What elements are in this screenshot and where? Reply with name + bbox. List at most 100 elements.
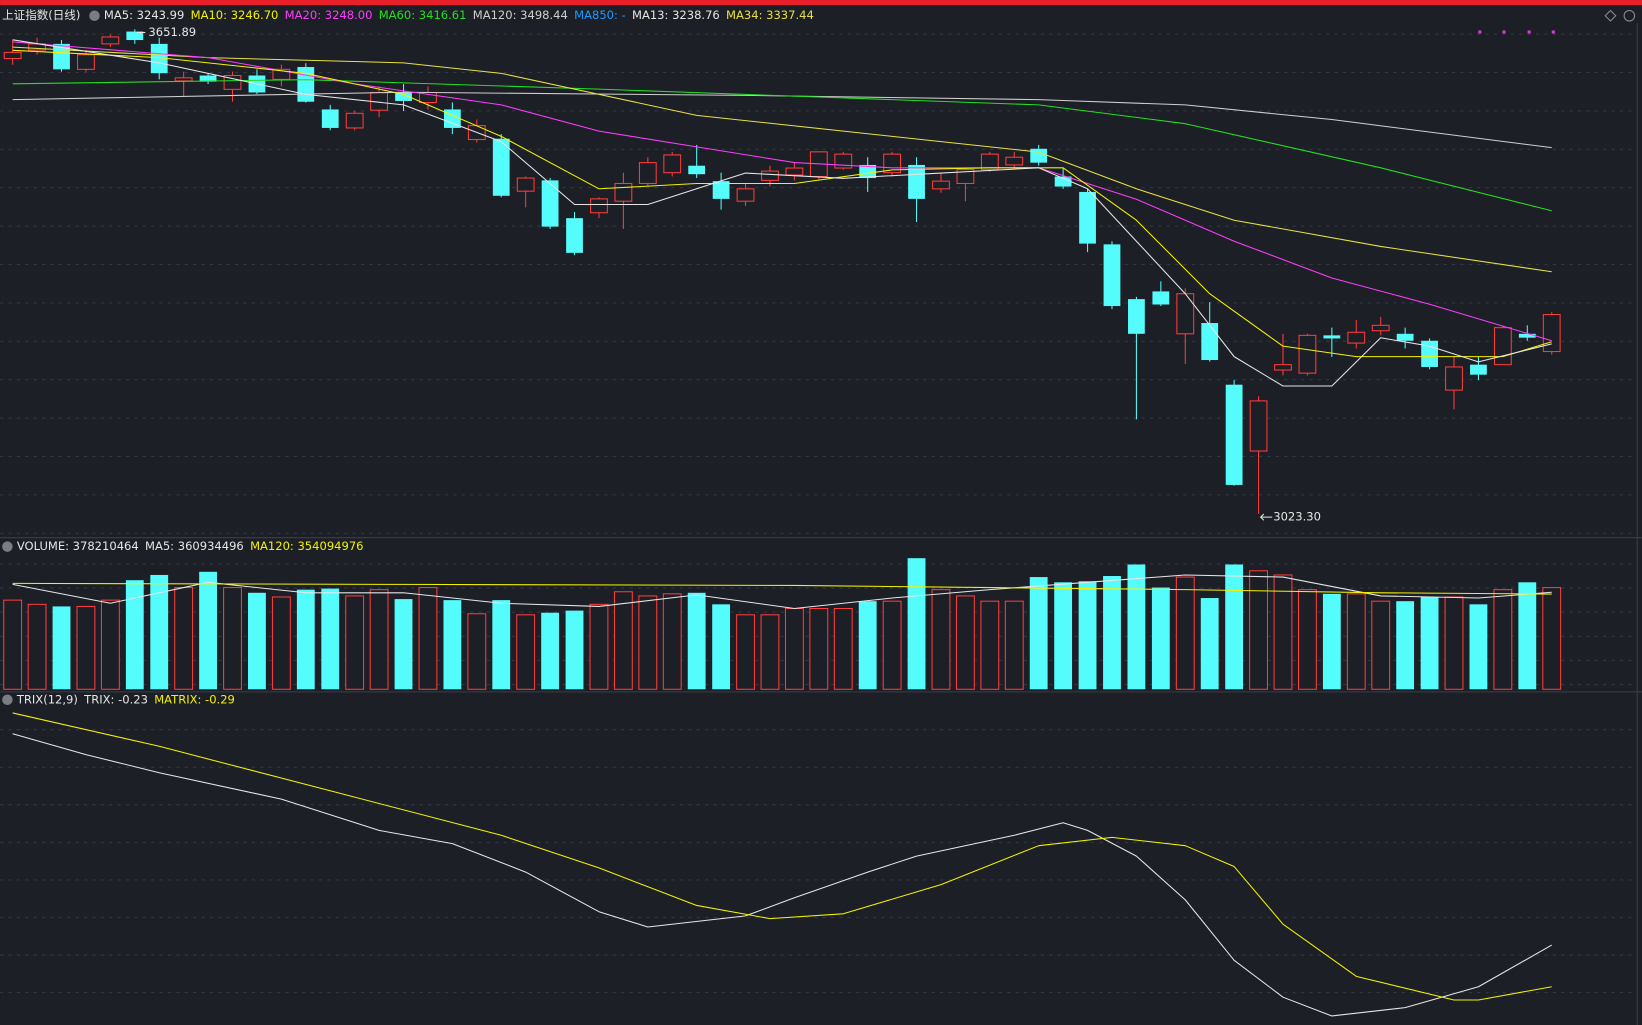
indicator-line bbox=[12, 712, 1552, 1001]
indicator-line bbox=[12, 574, 1552, 610]
candle-body bbox=[761, 170, 779, 181]
high-label: 3651.89 bbox=[148, 25, 196, 39]
candle-body bbox=[223, 74, 242, 90]
volume-bar bbox=[174, 587, 194, 690]
candle-body bbox=[1371, 324, 1390, 332]
volume-bar bbox=[784, 607, 804, 690]
volume-bar bbox=[296, 589, 315, 690]
indicator-line bbox=[12, 91, 1552, 149]
legend-entry: MA5: 3243.99 bbox=[104, 8, 184, 22]
candle-body bbox=[1445, 366, 1463, 391]
candle-body bbox=[126, 31, 144, 41]
indicator-line bbox=[12, 41, 1552, 342]
candle-body bbox=[712, 181, 730, 199]
volume-bar bbox=[76, 605, 96, 690]
legend-entry: MA850: - bbox=[574, 8, 626, 22]
indicator-line bbox=[12, 79, 1552, 212]
candle-body bbox=[1542, 314, 1561, 353]
volume-bar bbox=[662, 593, 682, 690]
grid-decoration bbox=[0, 713, 1637, 1023]
volume-bar bbox=[1225, 564, 1244, 690]
volume-bar bbox=[1420, 596, 1439, 690]
volume-bar bbox=[882, 600, 902, 690]
volume-bar bbox=[3, 599, 23, 690]
candle-body bbox=[1323, 335, 1341, 339]
candle-body bbox=[395, 92, 412, 101]
candle-body bbox=[1030, 148, 1048, 163]
volume-bar bbox=[1127, 564, 1146, 690]
volume-bar bbox=[541, 612, 560, 690]
candle-body bbox=[1128, 299, 1145, 334]
candle-body bbox=[785, 167, 804, 176]
volume-bar bbox=[150, 574, 169, 690]
volume-bar bbox=[565, 610, 584, 690]
candle-body bbox=[638, 162, 657, 184]
candle-body bbox=[1201, 323, 1219, 361]
volume-bar bbox=[248, 592, 266, 690]
volume-bar bbox=[1004, 600, 1024, 690]
candle-body bbox=[77, 54, 95, 70]
diamond-icon[interactable] bbox=[1604, 9, 1617, 22]
volume-bar bbox=[931, 589, 951, 690]
volume-bar bbox=[1493, 589, 1513, 690]
candle-body bbox=[1274, 364, 1292, 371]
volume-bar bbox=[613, 591, 633, 690]
dot bbox=[1478, 30, 1482, 34]
candle-body bbox=[614, 182, 633, 202]
volume-bar bbox=[1175, 576, 1195, 690]
candle-body bbox=[956, 169, 975, 184]
candle-body bbox=[1396, 333, 1414, 341]
candle-body bbox=[1470, 364, 1487, 375]
indicator-line bbox=[12, 46, 1552, 273]
volume-bar bbox=[1469, 604, 1488, 690]
candle-body bbox=[736, 188, 755, 202]
indicator-line bbox=[12, 49, 1552, 358]
volume-bar bbox=[955, 595, 975, 690]
low-label: 3023.30 bbox=[1273, 510, 1321, 524]
volume-bar bbox=[1322, 593, 1341, 690]
volume-bar bbox=[1078, 581, 1097, 690]
volume-bar bbox=[223, 587, 242, 690]
volume-bar bbox=[27, 603, 47, 690]
volume-bar bbox=[100, 599, 120, 690]
legend-entry: MATRIX: -0.29 bbox=[154, 692, 235, 706]
candle-body bbox=[1298, 334, 1317, 374]
volume-bar bbox=[1444, 596, 1464, 690]
close-icon[interactable] bbox=[1623, 9, 1636, 22]
indicator-line bbox=[12, 39, 1552, 387]
volume-bar bbox=[125, 580, 144, 690]
candle-body bbox=[272, 68, 291, 80]
candle-body bbox=[1152, 291, 1170, 305]
candle-body bbox=[1005, 156, 1024, 166]
volume-bar bbox=[1518, 582, 1537, 690]
candle-body bbox=[321, 109, 339, 128]
legend-entry: MA60: 3416.61 bbox=[379, 8, 467, 22]
volume-bar bbox=[1542, 587, 1562, 690]
candle-body bbox=[541, 180, 559, 227]
volume-bar bbox=[907, 558, 926, 690]
menu-icon[interactable] bbox=[2, 694, 13, 706]
menu-icon[interactable] bbox=[2, 541, 13, 552]
candle-body bbox=[174, 77, 193, 82]
menu-icon[interactable] bbox=[89, 10, 100, 21]
volume-bar bbox=[736, 614, 755, 690]
candle-body bbox=[1225, 384, 1243, 485]
chart-title: 上证指数(日线) bbox=[2, 8, 80, 22]
volume-bar bbox=[858, 601, 877, 690]
candle-body bbox=[1347, 331, 1366, 344]
candle-body bbox=[1103, 244, 1121, 307]
volume-bar bbox=[345, 595, 365, 690]
volume-bar bbox=[1249, 570, 1269, 690]
volume-bar bbox=[1346, 593, 1366, 690]
volume-bar bbox=[589, 603, 609, 690]
legend-entry: TRIX: -0.23 bbox=[83, 692, 148, 706]
volume-bar bbox=[1200, 598, 1219, 690]
volume-bar bbox=[467, 613, 487, 690]
legend-entry: VOLUME: 378210464 bbox=[17, 539, 139, 553]
volume-bar bbox=[1151, 587, 1170, 690]
dot bbox=[1502, 30, 1506, 34]
candle-body bbox=[688, 165, 706, 175]
volume-bar bbox=[418, 587, 438, 690]
legend-entry: MA120: 354094976 bbox=[250, 539, 363, 553]
